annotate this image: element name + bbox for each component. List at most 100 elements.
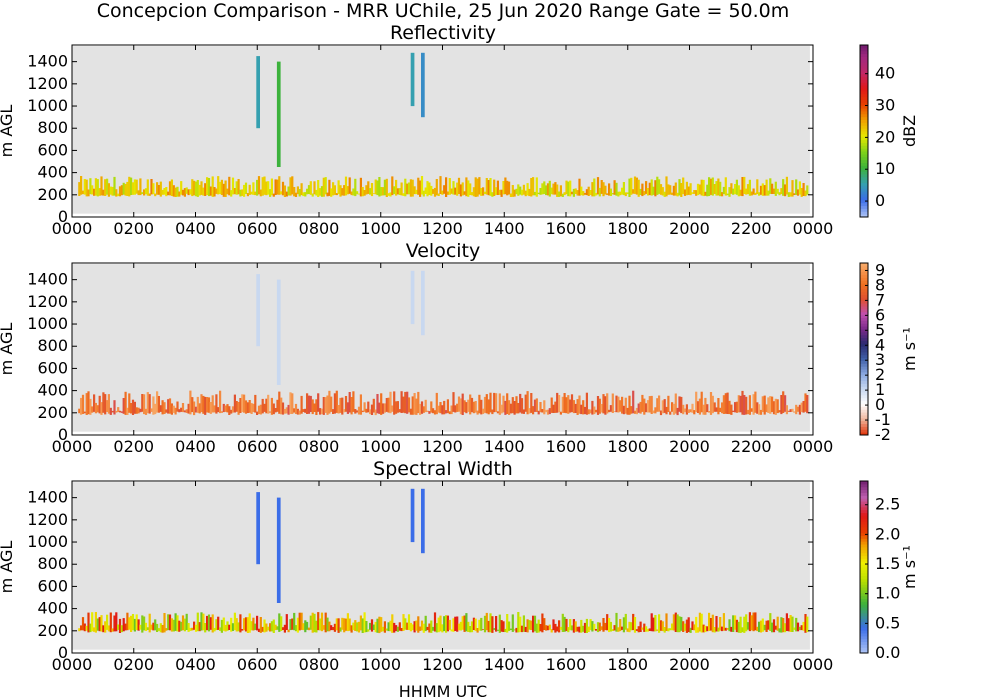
band-mark xyxy=(256,411,259,415)
band-mark xyxy=(726,628,729,630)
band-mark xyxy=(228,406,231,415)
band-mark xyxy=(274,408,277,413)
band-mark xyxy=(309,395,312,412)
band-mark xyxy=(107,394,110,414)
colorbar-segment xyxy=(860,495,868,499)
band-mark xyxy=(315,189,318,196)
band-mark xyxy=(270,397,273,415)
band-mark xyxy=(663,191,666,197)
band-mark xyxy=(748,395,751,415)
band-mark xyxy=(800,188,803,197)
band-mark xyxy=(545,625,548,631)
band-mark xyxy=(472,187,475,197)
band-mark xyxy=(409,408,412,415)
colorbar-segment xyxy=(860,412,868,416)
band-mark xyxy=(485,394,488,414)
band-mark xyxy=(504,400,507,415)
band-mark xyxy=(687,409,690,413)
band-mark xyxy=(320,612,324,632)
band-mark xyxy=(369,622,372,630)
x-tick-label: 1200 xyxy=(422,219,463,238)
band-mark xyxy=(461,616,464,630)
y-axis-label: m AGL xyxy=(0,323,16,376)
band-mark xyxy=(378,177,381,197)
band-mark xyxy=(187,189,190,196)
band-mark xyxy=(413,393,416,415)
band-mark xyxy=(335,193,338,196)
band-mark xyxy=(730,183,733,194)
colorbar-segment xyxy=(860,481,868,485)
band-mark xyxy=(493,179,496,196)
band-mark xyxy=(461,182,464,196)
band-mark xyxy=(704,191,707,196)
band-mark xyxy=(320,408,324,415)
band-mark xyxy=(348,618,351,631)
band-mark xyxy=(178,620,181,632)
band-mark xyxy=(244,400,248,414)
band-mark xyxy=(330,396,333,412)
band-mark xyxy=(322,625,325,630)
band-mark xyxy=(113,176,116,196)
band-mark xyxy=(220,619,223,633)
band-mark xyxy=(230,617,233,632)
band-mark xyxy=(198,622,201,632)
band-mark xyxy=(415,620,418,631)
band-mark xyxy=(276,179,279,195)
band-mark xyxy=(87,612,90,633)
band-mark xyxy=(346,402,349,414)
panel-title: Spectral Width xyxy=(373,458,513,480)
colorbar-segment xyxy=(860,265,868,270)
band-mark xyxy=(296,617,299,633)
band-mark xyxy=(457,396,461,412)
colorbar-segment xyxy=(860,331,868,336)
band-mark xyxy=(150,624,153,630)
band-mark xyxy=(652,410,655,414)
band-mark xyxy=(530,393,533,413)
band-mark xyxy=(463,400,466,413)
band-mark xyxy=(663,399,666,413)
band-mark xyxy=(115,410,118,413)
band-mark xyxy=(628,395,631,415)
x-tick-label: 0200 xyxy=(113,219,154,238)
band-mark xyxy=(763,624,766,631)
band-mark xyxy=(626,628,629,632)
band-mark xyxy=(406,622,409,630)
band-mark xyxy=(600,626,603,630)
band-mark xyxy=(233,188,236,195)
band-mark xyxy=(339,397,342,413)
band-mark xyxy=(382,403,385,414)
band-mark xyxy=(546,625,550,631)
colorbar-segment xyxy=(860,561,868,565)
band-mark xyxy=(621,626,624,630)
band-mark xyxy=(604,622,607,631)
band-mark xyxy=(380,187,383,196)
band-mark xyxy=(167,614,170,631)
colorbar-segment xyxy=(860,647,868,651)
band-mark xyxy=(200,181,203,195)
band-mark xyxy=(343,409,346,413)
band-mark xyxy=(133,179,136,195)
band-mark xyxy=(800,625,803,631)
band-mark xyxy=(585,618,588,633)
band-mark xyxy=(289,177,292,196)
y-tick-label: 1000 xyxy=(27,96,68,115)
band-mark xyxy=(93,394,96,412)
band-mark xyxy=(739,616,742,633)
band-mark xyxy=(446,615,449,632)
colorbar-segment xyxy=(860,383,868,387)
band-mark xyxy=(759,409,763,415)
colorbar-segment xyxy=(860,587,868,591)
colorbar-segment xyxy=(860,311,868,316)
band-mark xyxy=(637,179,640,197)
band-mark xyxy=(102,189,105,196)
band-mark xyxy=(104,394,107,415)
band-mark xyxy=(732,188,735,195)
colorbar-segment xyxy=(860,340,868,344)
band-mark xyxy=(104,179,107,196)
band-mark xyxy=(426,410,429,412)
band-mark xyxy=(167,399,170,414)
band-mark xyxy=(543,618,546,630)
band-mark xyxy=(407,397,411,413)
band-mark xyxy=(780,617,783,633)
band-mark xyxy=(237,179,240,195)
